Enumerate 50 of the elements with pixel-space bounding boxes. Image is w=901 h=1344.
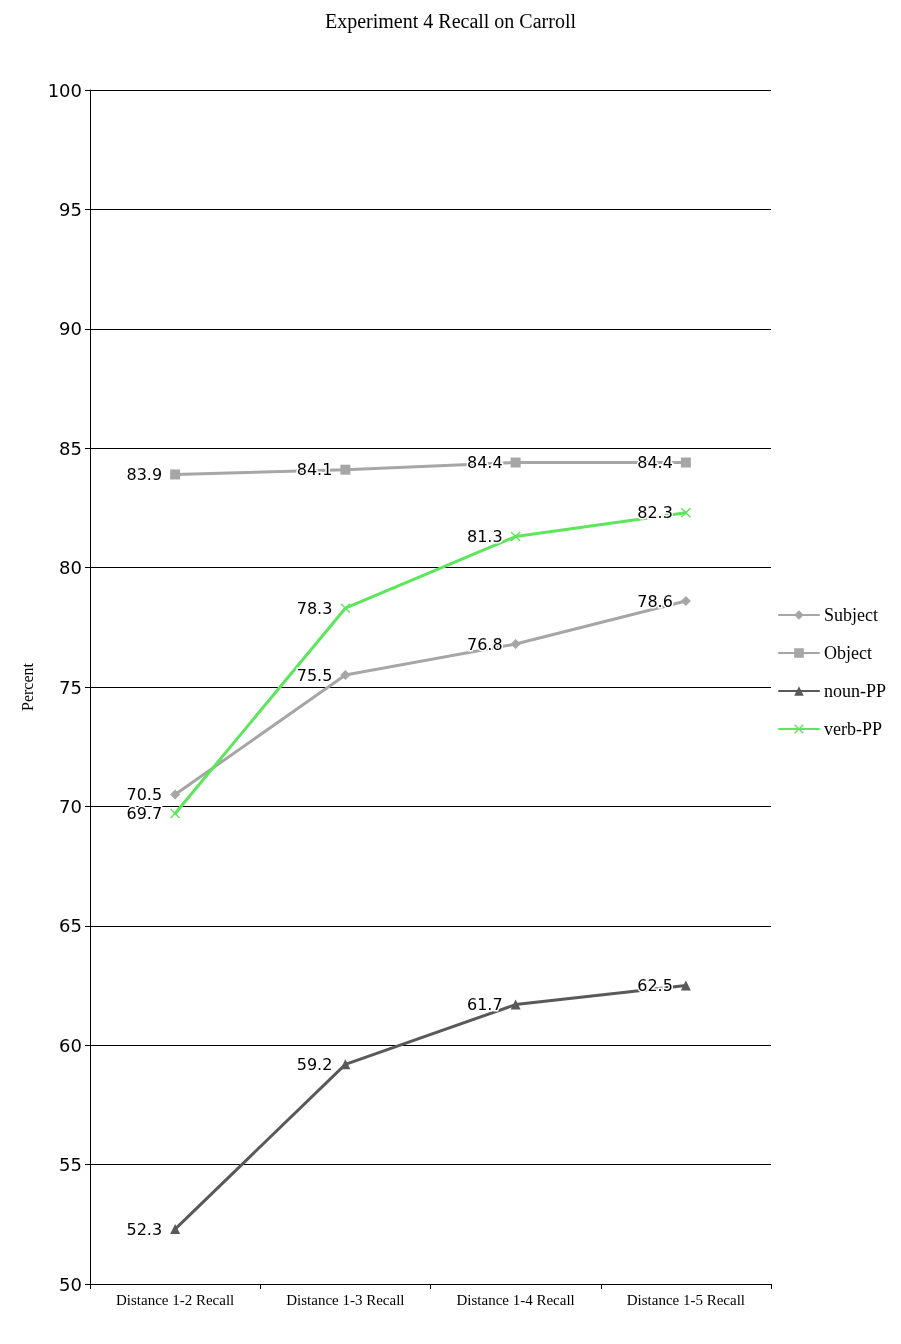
legend-label: Object [823,643,872,663]
x-tick-label: Distance 1-2 Recall [115,1291,235,1308]
data-label: 81.3 [467,527,503,547]
y-tick-label: 70 [59,795,82,817]
point [510,531,521,542]
point [680,980,691,991]
data-label: 78.6 [637,591,673,611]
x-tick-label: Distance 1-5 Recall [626,1291,746,1308]
data-label: 69.7 [126,804,163,824]
y-axis-title: Percent [18,662,36,711]
y-tick-label: 55 [59,1154,82,1176]
data-label: 84.1 [296,460,333,480]
point [170,469,181,480]
data-label: 75.5 [296,665,333,685]
y-tick-label: 95 [59,198,82,220]
y-tick-label: 85 [59,437,82,459]
data-label: 59.2 [296,1054,333,1074]
point [170,808,181,819]
y-tick-label: 50 [59,1273,82,1295]
x-tick-label: Distance 1-4 Recall [456,1291,575,1308]
legend-label: Subject [823,605,878,625]
point [340,464,351,475]
data-label: 76.8 [467,634,503,654]
y-tick-label: 90 [59,318,82,340]
legend-label: verb-PP [823,719,882,739]
data-label: 84.4 [637,453,673,473]
data-label: 70.5 [126,784,163,804]
point [510,639,521,650]
data-label: 84.4 [467,453,503,473]
x-tick-label: Distance 1-3 Recall [286,1291,405,1308]
chart-title: Experiment 4 Recall on Carroll [324,10,577,33]
y-tick-label: 100 [47,79,82,101]
point [340,603,351,614]
point [680,596,691,607]
data-label: 78.3 [296,598,333,618]
point [680,507,691,518]
data-label: 83.9 [126,464,163,484]
legend-label: noun-PP [823,681,886,701]
point [170,1224,181,1235]
point [340,670,351,681]
y-tick-label: 60 [59,1034,82,1056]
data-label: 61.7 [467,995,503,1015]
y-tick-label: 75 [59,676,82,698]
point [170,789,181,800]
point [510,999,521,1010]
point [680,457,691,468]
y-tick-label: 80 [59,557,82,579]
y-tick-label: 65 [59,915,82,937]
point [510,457,521,468]
data-label: 52.3 [126,1219,163,1239]
